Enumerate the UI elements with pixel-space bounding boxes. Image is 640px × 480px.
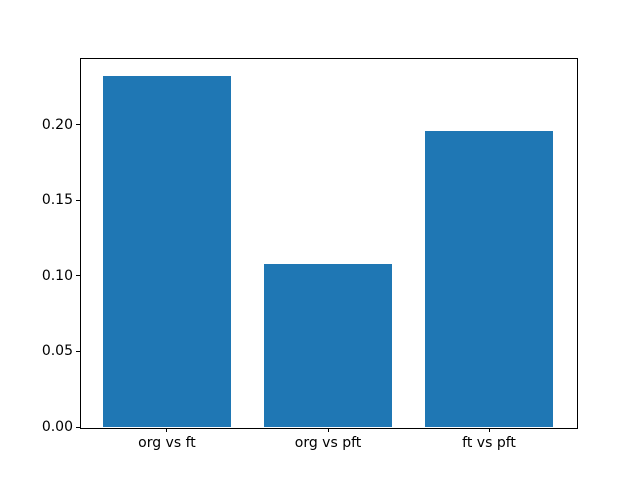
y-tick-label: 0.05 (41, 343, 73, 360)
y-tick-mark (76, 426, 80, 428)
bar-org-vs-ft (102, 76, 232, 427)
y-tick-label: 0.00 (41, 419, 73, 435)
x-tick-mark (166, 428, 168, 432)
y-tick-mark (76, 199, 80, 201)
y-tick-mark (76, 350, 80, 352)
x-tick-label: ft vs pft (462, 435, 516, 451)
y-tick-label: 0.20 (41, 116, 73, 133)
x-tick-label: org vs pft (294, 435, 362, 451)
x-tick-mark (488, 428, 490, 432)
y-tick-label: 0.10 (41, 267, 73, 284)
y-tick-mark (76, 275, 80, 277)
bar-ft-vs-pft (424, 130, 554, 427)
bar-org-vs-pft (263, 263, 393, 427)
x-tick-mark (327, 428, 329, 432)
x-tick-label: org vs ft (138, 435, 196, 451)
y-tick-label: 0.15 (41, 192, 73, 209)
y-tick-mark (76, 124, 80, 126)
